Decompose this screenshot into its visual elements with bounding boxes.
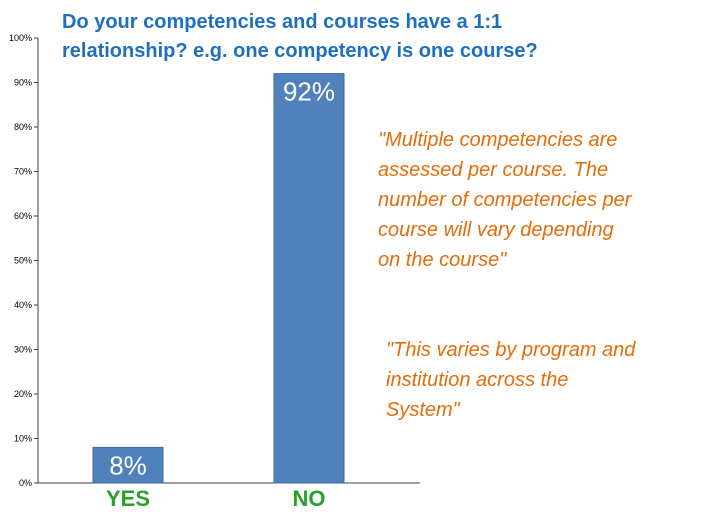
data-label-no: 92% [283, 77, 335, 107]
y-tick-label: 40% [14, 300, 32, 310]
y-tick-label: 70% [14, 167, 32, 177]
y-tick-label: 50% [14, 256, 32, 266]
y-tick-label: 80% [14, 122, 32, 132]
category-label-no: NO [293, 486, 326, 511]
annotation-quote-2: "This varies by program and institution … [386, 339, 636, 421]
chart-title: Do your competencies and courses have a … [62, 11, 538, 62]
bar-no [273, 73, 345, 484]
y-tick-label: 100% [9, 33, 32, 43]
data-label-yes: 8% [109, 450, 147, 480]
y-tick-label: 30% [14, 345, 32, 355]
y-tick-label: 0% [19, 478, 32, 488]
y-tick-label: 20% [14, 389, 32, 399]
y-tick-label: 60% [14, 211, 32, 221]
category-label-yes: YES [106, 486, 150, 511]
bar-yes [92, 446, 164, 484]
y-tick-label: 10% [14, 434, 32, 444]
y-tick-label: 90% [14, 78, 32, 88]
annotation-quote-1: "Multiple competencies are assessed per … [378, 129, 632, 271]
